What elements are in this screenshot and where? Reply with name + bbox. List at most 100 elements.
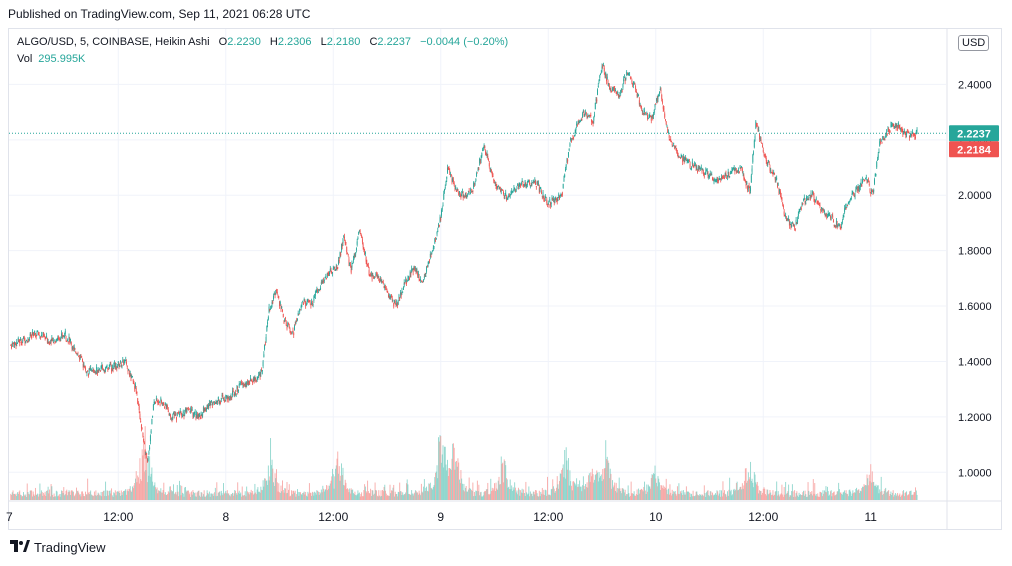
candle-body (523, 184, 525, 187)
volume-bar (76, 491, 78, 500)
candle-body (563, 178, 565, 182)
volume-bar (343, 485, 345, 500)
volume-bar (494, 491, 496, 500)
volume-bar (641, 489, 643, 500)
volume-bar (390, 493, 392, 500)
candle-body (620, 90, 622, 94)
candle-body (853, 195, 855, 198)
candle-body (80, 357, 82, 359)
candle-body (81, 356, 83, 358)
volume-bar (444, 446, 445, 500)
candle-body (890, 124, 892, 128)
candle-body (677, 155, 679, 158)
candle-body (771, 172, 772, 174)
volume-bar (257, 487, 259, 500)
candle-body (843, 216, 845, 218)
volume-bar (722, 481, 724, 500)
volume-bar (710, 491, 712, 500)
volume-bar (538, 490, 540, 500)
candle-body (570, 137, 572, 141)
volume-bar (625, 495, 627, 500)
candle-body (439, 217, 441, 222)
volume-bar (537, 496, 539, 500)
volume-bar (235, 490, 236, 500)
candle-body (360, 233, 362, 236)
volume-bar (798, 492, 800, 500)
candle-body (679, 156, 681, 158)
candle-body (158, 402, 160, 404)
volume-bar (815, 495, 816, 500)
candle-body (612, 87, 614, 89)
candle-body (164, 402, 166, 406)
volume-bar (700, 495, 702, 500)
candle-body (582, 113, 584, 118)
volume-bar (47, 486, 49, 500)
legend-symbol[interactable]: ALGO/USD, 5, COINBASE, Heikin Ashi (17, 36, 210, 48)
candle-body (810, 193, 812, 198)
volume-bar (196, 492, 198, 500)
candle-body (687, 159, 689, 161)
volume-bar (347, 488, 348, 500)
volume-bar (618, 477, 620, 500)
volume-bar (620, 491, 622, 500)
volume-bar (643, 486, 645, 500)
candle-body (135, 388, 137, 392)
volume-bar (58, 494, 60, 500)
candle-body (128, 369, 130, 371)
volume-bar (839, 492, 841, 500)
candle-body (320, 281, 322, 285)
candle-body (391, 295, 392, 298)
volume-bar (462, 490, 464, 500)
candle-body (839, 224, 841, 227)
volume-bar (349, 488, 351, 500)
volume-bar (915, 487, 916, 500)
volume-bar (385, 490, 386, 500)
volume-bar (126, 494, 127, 500)
volume-bar (820, 492, 822, 500)
volume-bar (548, 494, 550, 500)
candle-body (256, 379, 258, 381)
candle-body (704, 173, 706, 175)
candle-body (57, 336, 59, 339)
volume-bar (689, 496, 691, 500)
volume-bar (757, 485, 759, 500)
volume-bar (363, 490, 365, 500)
volume-bar (387, 495, 389, 500)
candle-body (828, 213, 830, 215)
candle-body (772, 172, 774, 175)
candle-body (226, 395, 227, 397)
candle-body (347, 253, 349, 255)
footer-branding[interactable]: TradingView (10, 540, 106, 555)
candle-body (884, 139, 886, 141)
candle-body (353, 256, 355, 259)
volume-bar (772, 490, 774, 500)
volume-bar (526, 494, 528, 500)
candle-body (318, 288, 320, 290)
candle-body (530, 185, 532, 187)
currency-selector[interactable]: USD (958, 35, 990, 51)
candle-body (217, 397, 219, 400)
candle-body (644, 110, 646, 112)
volume-bar (476, 480, 478, 500)
candle-body (501, 189, 503, 191)
candle-body (590, 114, 592, 116)
candle-body (464, 193, 466, 195)
volume-bar (219, 491, 221, 500)
candle-body (829, 216, 831, 219)
candle-body (188, 408, 190, 410)
volume-bar (91, 494, 93, 500)
volume-bar (896, 494, 898, 500)
candle-body (456, 188, 458, 190)
volume-bar (267, 484, 269, 500)
volume-bar (190, 496, 192, 500)
candle-body (418, 277, 420, 280)
candle-body (856, 187, 858, 190)
candle-body (533, 181, 535, 184)
footer-brand-text: TradingView (34, 540, 106, 555)
candle-body (247, 381, 249, 383)
volume-bar (485, 491, 487, 500)
volume-bar (824, 491, 826, 500)
candle-body (455, 190, 457, 192)
candle-body (345, 242, 347, 244)
